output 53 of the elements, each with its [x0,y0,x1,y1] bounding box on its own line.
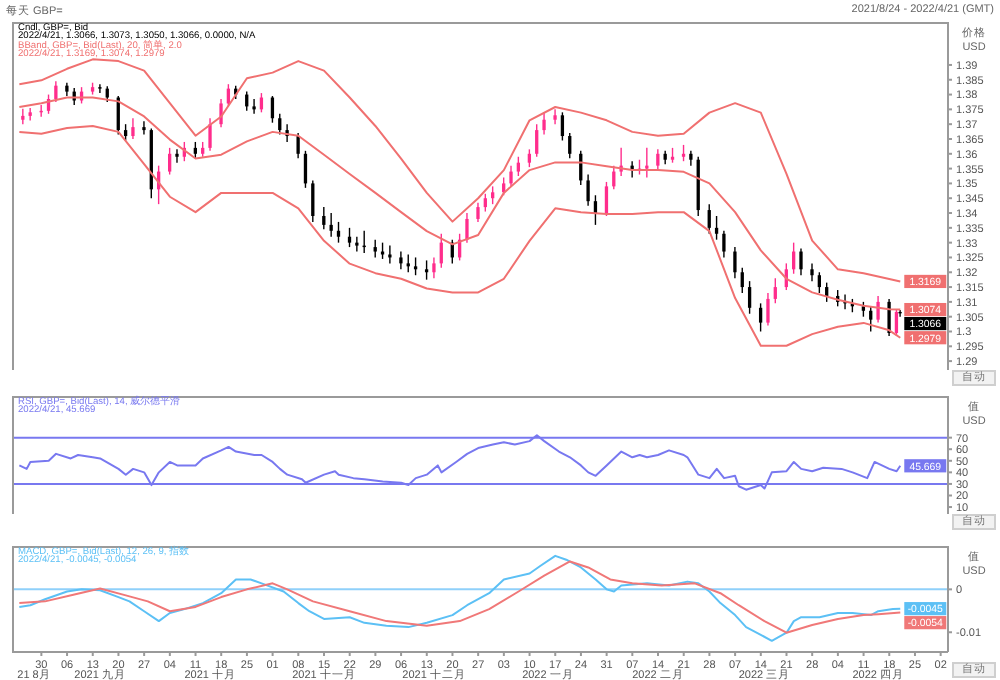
candlestick [432,256,436,279]
candlestick [817,271,821,294]
candlestick [733,246,737,279]
candlestick [54,80,58,103]
candlestick [740,267,744,294]
candlestick [322,206,326,231]
candlestick [656,148,660,171]
candlestick [98,83,102,94]
candlestick [810,262,814,282]
candlestick [876,295,880,324]
candlestick [645,147,649,179]
candlestick [252,98,256,115]
candlestick [766,292,770,327]
candlestick [516,156,521,177]
candlestick [355,236,359,253]
candlestick [758,302,763,333]
candlestick [476,201,480,223]
line-series [18,58,902,283]
candlestick [208,117,212,152]
candlestick [131,117,135,140]
candlestick [329,212,333,238]
candlestick [142,120,146,136]
candlestick [296,132,300,159]
candlestick [28,107,32,122]
candlestick [799,247,803,276]
candlestick [604,181,609,217]
candlestick [535,123,539,158]
candlestick [894,308,899,337]
candlestick [424,259,429,281]
candlestick [722,230,726,259]
candlestick [388,244,392,265]
candlestick [869,305,873,333]
candlestick [168,147,172,176]
candlestick [219,98,223,128]
candlestick [336,221,341,244]
candlestick [560,111,565,142]
candlestick [887,298,891,337]
candlestick [542,111,546,136]
candlestick [714,215,719,241]
candlestick [21,108,25,125]
candlestick [175,148,179,164]
candlestick [586,173,590,207]
candlestick [568,132,572,159]
candlestick [278,113,282,136]
candlestick [773,277,777,305]
candlestick [747,280,752,315]
candlestick [553,108,557,125]
candlestick [311,179,315,223]
candlestick [707,203,711,235]
candlestick [509,164,513,188]
line-series [18,96,902,311]
candlestick [347,227,352,248]
candlestick [465,212,469,244]
